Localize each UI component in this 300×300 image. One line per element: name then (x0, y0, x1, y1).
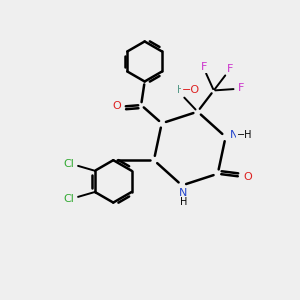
Text: H: H (180, 197, 187, 207)
Text: O: O (243, 172, 252, 182)
Text: F: F (238, 82, 244, 92)
Text: F: F (201, 62, 207, 72)
Text: −H: −H (237, 130, 253, 140)
Text: N: N (230, 130, 238, 140)
Text: F: F (226, 64, 233, 74)
Text: Cl: Cl (64, 194, 75, 204)
Text: O: O (112, 101, 121, 111)
Text: Cl: Cl (64, 159, 75, 169)
Text: H: H (177, 85, 185, 95)
Text: N: N (179, 188, 188, 198)
Text: −O: −O (182, 85, 200, 95)
